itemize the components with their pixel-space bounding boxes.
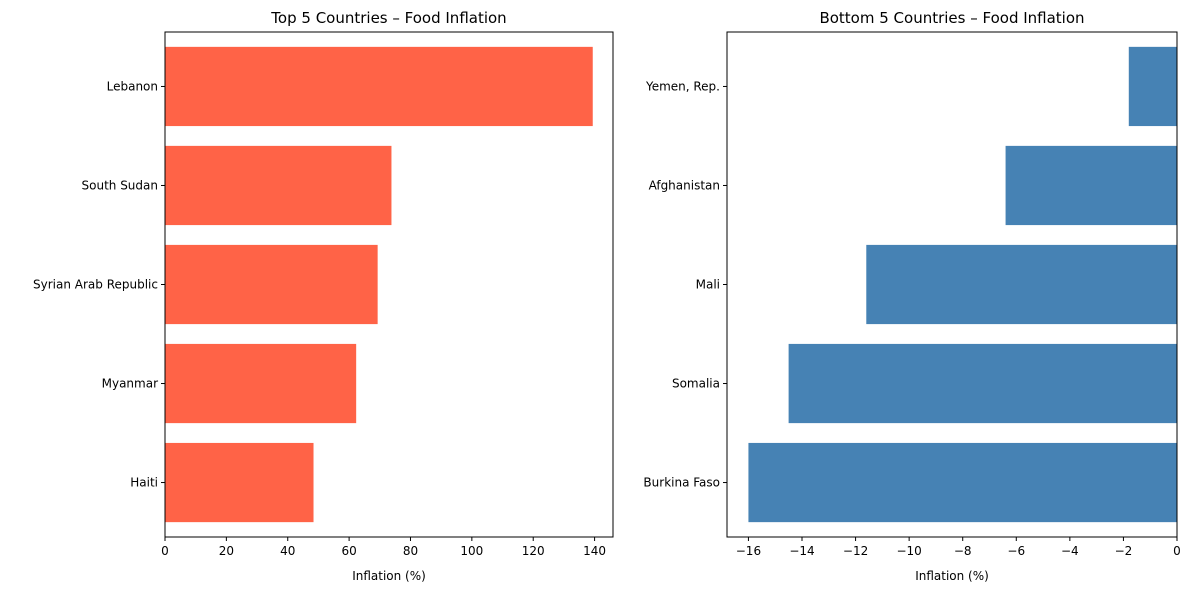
- bar-somalia: [788, 343, 1177, 424]
- y-tick-label: Yemen, Rep.: [645, 79, 720, 93]
- bars: [165, 46, 593, 523]
- x-tick-label: −10: [896, 544, 921, 558]
- y-tick-label: Lebanon: [107, 79, 158, 93]
- x-axis-ticks: 0 20 40 60 80 100 120 140: [161, 537, 606, 558]
- y-tick-label: South Sudan: [82, 178, 159, 192]
- bar-lebanon: [165, 46, 593, 127]
- y-tick-label: Haiti: [130, 476, 158, 490]
- y-tick-label: Burkina Faso: [643, 476, 720, 490]
- x-tick-label: −16: [736, 544, 761, 558]
- x-tick-label: 40: [280, 544, 295, 558]
- x-tick-label: −8: [954, 544, 972, 558]
- x-tick-label: 80: [403, 544, 418, 558]
- x-tick-label: 0: [161, 544, 169, 558]
- x-tick-label: −6: [1007, 544, 1025, 558]
- x-tick-label: 60: [341, 544, 356, 558]
- y-tick-label: Somalia: [672, 377, 720, 391]
- plot-frame: [164, 31, 614, 538]
- bar-south-sudan: [165, 145, 392, 226]
- x-tick-label: 140: [583, 544, 606, 558]
- bar-afghanistan: [1005, 145, 1177, 226]
- bar-yemen-rep-: [1128, 46, 1177, 127]
- chart-title: Top 5 Countries – Food Inflation: [270, 9, 506, 27]
- x-axis-label: Inflation (%): [915, 569, 989, 583]
- x-tick-label: −14: [789, 544, 814, 558]
- y-tick-label: Myanmar: [102, 377, 158, 391]
- x-axis-label: Inflation (%): [352, 569, 426, 583]
- chart-title: Bottom 5 Countries – Food Inflation: [819, 9, 1084, 27]
- top-5-chart: Top 5 Countries – Food Inflation Lebanon…: [33, 9, 614, 583]
- x-tick-label: −2: [1115, 544, 1133, 558]
- y-tick-label: Syrian Arab Republic: [33, 278, 158, 292]
- bottom-5-chart: Bottom 5 Countries – Food Inflation Yeme…: [643, 9, 1180, 583]
- bar-myanmar: [165, 343, 357, 424]
- x-tick-label: −12: [843, 544, 868, 558]
- y-tick-label: Mali: [696, 278, 720, 292]
- x-tick-label: 20: [219, 544, 234, 558]
- plot-frame: [726, 31, 1178, 538]
- bar-haiti: [165, 442, 314, 523]
- bar-mali: [866, 244, 1177, 325]
- x-axis-ticks: −16 −14 −12 −10 −8 −6 −4 −2 0: [736, 537, 1181, 558]
- y-axis-ticks: Lebanon South Sudan Syrian Arab Republic My…: [33, 79, 165, 490]
- bars: [748, 46, 1177, 523]
- x-tick-label: 100: [460, 544, 483, 558]
- x-tick-label: 0: [1173, 544, 1181, 558]
- bar-syrian-arab-republic: [165, 244, 378, 325]
- y-tick-label: Afghanistan: [649, 178, 720, 192]
- bar-burkina-faso: [748, 442, 1177, 523]
- x-tick-label: 120: [522, 544, 545, 558]
- y-axis-ticks: Yemen, Rep. Afghanistan Mali Somalia Burkina…: [643, 79, 727, 490]
- x-tick-label: −4: [1061, 544, 1079, 558]
